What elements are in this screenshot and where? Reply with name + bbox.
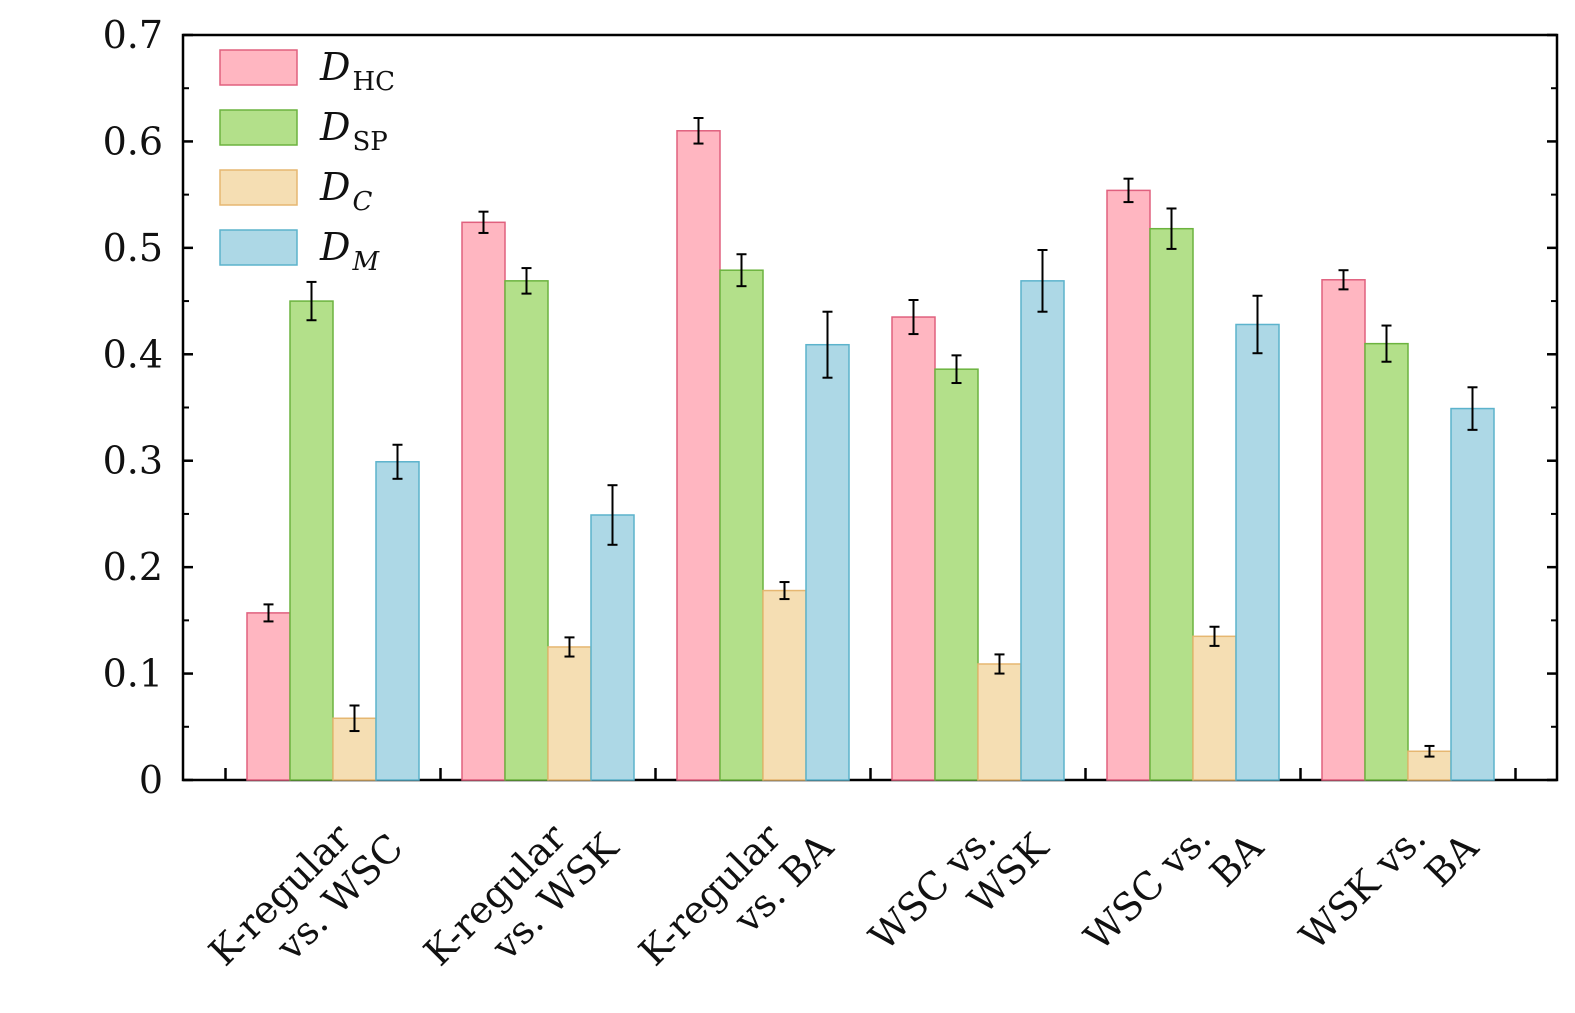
y-tick-label: 0.2	[103, 545, 163, 589]
category-label-line: WSC vs.	[1076, 815, 1220, 959]
bar-sp-6	[1364, 342, 1409, 781]
legend-subscript: HC	[352, 67, 395, 97]
y-tick-label: 0.4	[103, 332, 163, 376]
category-label: WSK vs.BA	[1291, 815, 1487, 958]
category-label: WSC vs.WSK	[861, 815, 1058, 959]
category-label-line: BA	[1201, 825, 1272, 896]
legend-swatch	[219, 109, 298, 146]
bar-hc-3	[676, 130, 721, 781]
bar-c-5	[1192, 635, 1237, 781]
bar-m-2	[590, 514, 635, 781]
bar-hc-1	[246, 612, 291, 781]
category-label-line: BA	[1416, 825, 1487, 896]
bar-c-3	[762, 589, 807, 781]
legend-label: DM	[319, 225, 380, 277]
legend-swatch	[219, 49, 298, 86]
bar-c-2	[547, 646, 592, 781]
bar-m-3	[805, 343, 850, 781]
legend-label: DC	[319, 165, 372, 217]
legend-subscript: M	[351, 247, 380, 277]
bar-m-6	[1450, 407, 1495, 781]
bar-sp-3	[719, 269, 764, 781]
legend-swatch	[219, 169, 298, 206]
category-label: WSC vs.BA	[1076, 815, 1272, 959]
y-tick-label: 0.1	[103, 652, 163, 696]
bar-c-4	[977, 663, 1022, 781]
bar-sp-2	[504, 280, 549, 781]
y-tick-label: 0	[139, 758, 163, 802]
legend-label: DSP	[319, 105, 388, 157]
y-tick-label: 0.6	[103, 119, 163, 163]
y-tick-label: 0.5	[103, 226, 163, 270]
bar-m-4	[1020, 280, 1065, 781]
legend-swatch	[219, 229, 298, 266]
bar-hc-2	[461, 221, 506, 781]
bar-hc-6	[1321, 279, 1366, 781]
legend-label: DHC	[319, 45, 395, 97]
bar-sp-4	[934, 368, 979, 781]
legend: DHC DSP DC DM	[219, 45, 395, 277]
legend-subscript: C	[352, 187, 372, 217]
bar-hc-4	[891, 316, 936, 781]
bar-m-5	[1235, 323, 1280, 781]
category-label-line: WSK vs.	[1291, 815, 1434, 958]
y-tick-label: 0.3	[103, 439, 163, 483]
bar-sp-5	[1149, 227, 1194, 781]
bar-hc-5	[1106, 189, 1151, 781]
y-tick-label: 0.7	[103, 13, 163, 57]
legend-subscript: SP	[352, 127, 387, 157]
bar-m-1	[375, 461, 420, 781]
bar-sp-1	[289, 300, 334, 781]
